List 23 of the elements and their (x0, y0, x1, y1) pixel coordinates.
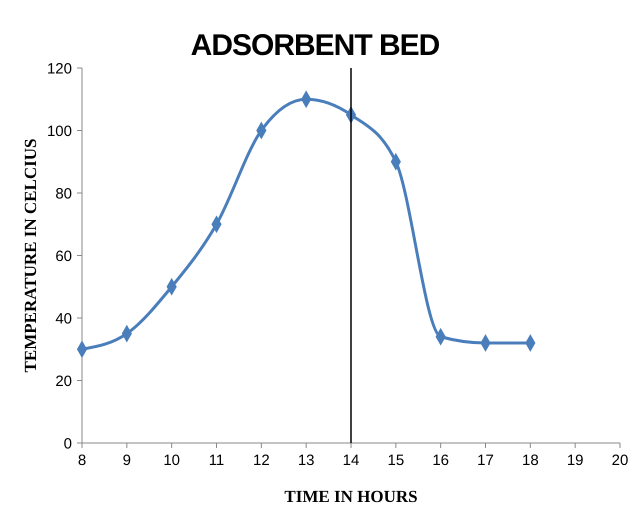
y-axis-title: TEMPERATURE IN CELCIUS (21, 138, 40, 372)
y-tick-label: 60 (55, 248, 72, 265)
x-tick-label: 17 (477, 452, 494, 469)
x-tick-label: 18 (522, 452, 539, 469)
x-tick-label: 20 (612, 452, 628, 469)
x-tick-label: 11 (208, 452, 224, 469)
x-tick-label: 13 (298, 452, 315, 469)
x-tick-label: 8 (78, 452, 86, 469)
chart-title: ADSORBENT BED (190, 29, 440, 62)
y-tick-label: 20 (55, 372, 72, 390)
x-tick-label: 9 (122, 452, 132, 469)
y-tick-label: 0 (64, 435, 72, 452)
x-tick-label: 16 (432, 452, 450, 469)
x-axis-title: TIME IN HOURS (284, 487, 418, 506)
y-tick-label: 40 (55, 310, 72, 328)
x-tick-label: 14 (342, 452, 360, 469)
y-tick-label: 100 (46, 122, 72, 140)
x-tick-label: 19 (566, 452, 584, 469)
y-tick-label: 80 (55, 185, 72, 202)
x-tick-label: 15 (387, 452, 404, 469)
y-tick-label: 120 (46, 60, 72, 78)
x-tick-label: 12 (252, 452, 270, 469)
x-tick-label: 10 (163, 452, 180, 469)
